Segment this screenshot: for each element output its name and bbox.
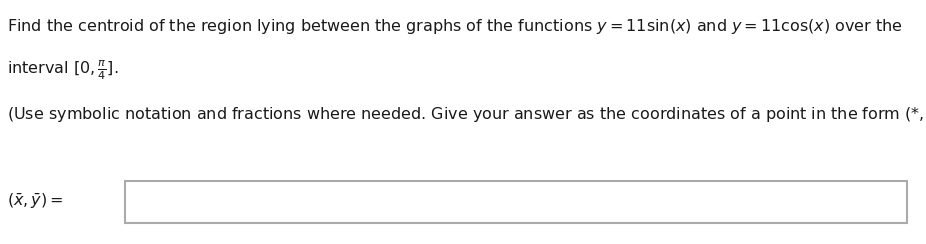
Text: Find the centroid of the region lying between the graphs of the functions $y = 1: Find the centroid of the region lying be… — [7, 17, 903, 36]
Text: $(\bar{x}, \bar{y}) =$: $(\bar{x}, \bar{y}) =$ — [7, 192, 64, 211]
FancyBboxPatch shape — [125, 181, 907, 223]
Text: (Use symbolic notation and fractions where needed. Give your answer as the coord: (Use symbolic notation and fractions whe… — [7, 105, 926, 124]
Text: interval $[0, \frac{\pi}{4}]$.: interval $[0, \frac{\pi}{4}]$. — [7, 59, 119, 82]
